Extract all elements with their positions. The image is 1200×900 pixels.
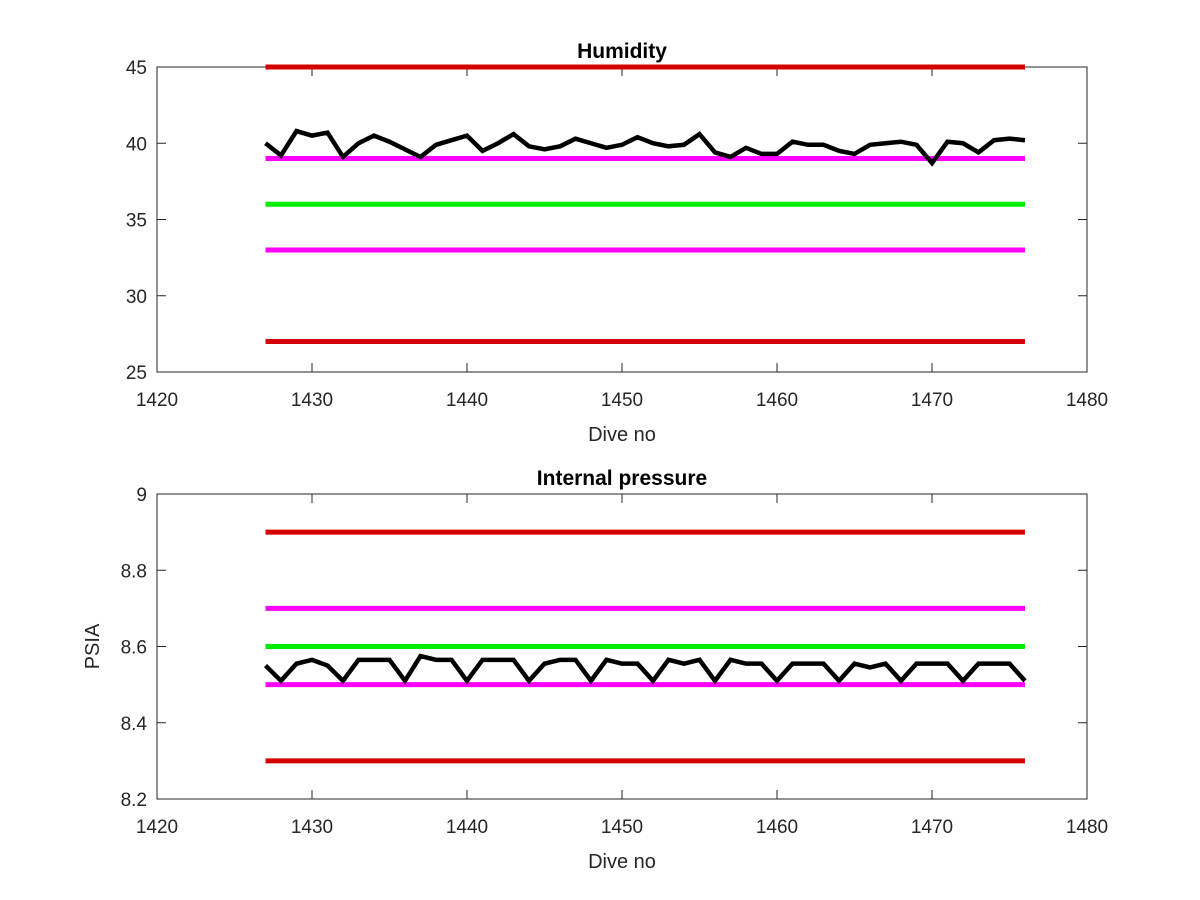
humidity-chart: 1420 1430 1440 1450 1460 1470 1480 25 30 35 40 45 Hu… [126,40,1108,446]
x-tick-label: 1420 [136,390,178,411]
chart-title: Humidity [577,40,667,63]
x-tick-label: 1440 [446,390,488,411]
x-tick-label: 1460 [756,390,798,411]
data-series-line [263,653,1027,685]
x-tick-label: 1480 [1066,817,1108,838]
x-tick-label: 1480 [1066,390,1108,411]
x-axis-label: Dive no [588,424,656,446]
y-tick-label: 30 [126,287,147,308]
internal-pressure-chart: 1420 1430 1440 1450 1460 1470 1480 8.2 8.4 8.6 8.8… [82,467,1108,873]
data-series-line [264,128,1026,167]
y-tick-label: 8.2 [121,790,147,811]
x-tick-label: 1470 [911,390,953,411]
y-tick-label: 25 [126,363,147,384]
x-tick-label: 1470 [911,817,953,838]
x-tick-label: 1430 [291,817,333,838]
x-tick-label: 1430 [291,390,333,411]
x-tick-label: 1460 [756,817,798,838]
y-tick-label: 40 [126,134,147,155]
y-axis-label: PSIA [82,623,104,669]
x-tick-label: 1450 [601,817,643,838]
y-tick-label: 35 [126,211,147,232]
y-tick-label: 8.4 [121,714,148,735]
y-tick-label: 45 [126,58,147,79]
x-tick-label: 1420 [136,817,178,838]
plot-area [156,66,1088,373]
y-tick-label: 8.6 [121,638,147,659]
x-axis-label: Dive no [588,851,656,873]
y-tick-label: 9 [136,485,147,506]
y-tick-label: 8.8 [121,561,147,582]
chart-title: Internal pressure [537,467,707,490]
x-tick-label: 1450 [601,390,643,411]
x-tick-label: 1440 [446,817,488,838]
